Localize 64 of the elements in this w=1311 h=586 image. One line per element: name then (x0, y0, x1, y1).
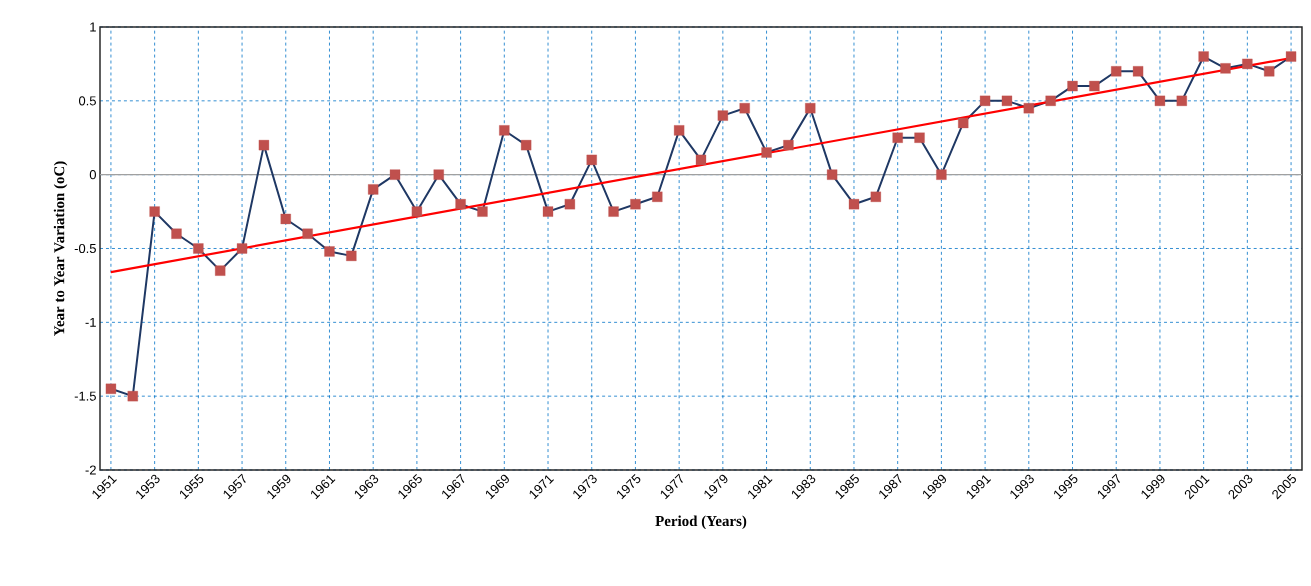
point (455, 199, 466, 210)
y-tick-label: -1 (85, 317, 96, 327)
point (826, 169, 838, 180)
y-tick-label: -1.5 (74, 391, 96, 401)
point (673, 125, 685, 136)
point (368, 184, 379, 195)
point (870, 191, 881, 202)
y-tick-label: -2 (85, 465, 96, 475)
point (783, 139, 794, 151)
point (1242, 58, 1253, 70)
point (892, 132, 903, 143)
point (542, 206, 554, 217)
point (1285, 51, 1297, 62)
point (586, 154, 597, 166)
y-tick-label: 0.5 (78, 96, 96, 106)
point (105, 383, 117, 394)
point (1023, 103, 1034, 114)
point (695, 154, 707, 166)
point (193, 243, 204, 254)
point (236, 243, 248, 254)
point (1111, 66, 1122, 77)
point (1198, 51, 1209, 62)
point (958, 117, 969, 129)
point (1176, 95, 1187, 106)
point (805, 103, 816, 114)
point (1089, 80, 1100, 92)
point (979, 95, 991, 106)
point (1067, 80, 1078, 92)
point (630, 199, 641, 210)
point (1154, 95, 1166, 106)
point (848, 199, 860, 210)
point (564, 199, 576, 210)
x-axis-title: Period (Years) (655, 515, 747, 530)
point (1132, 66, 1144, 77)
point (324, 246, 335, 257)
point (652, 191, 663, 202)
point (411, 206, 423, 217)
y-tick-label: 1 (90, 22, 96, 32)
point (936, 169, 947, 180)
point (477, 206, 488, 217)
point (149, 206, 160, 217)
point (521, 139, 532, 151)
y-tick-label: -0.5 (74, 243, 96, 254)
point (433, 169, 444, 180)
point (1220, 63, 1231, 74)
point (717, 110, 728, 121)
point (302, 228, 313, 239)
point (914, 132, 925, 143)
point (761, 147, 772, 158)
point (215, 265, 226, 276)
point (127, 391, 138, 402)
y-tick-label: 0 (89, 170, 96, 180)
y-axis-title: Year to Year Variation (oC) (53, 161, 68, 336)
point (608, 206, 619, 217)
point (280, 213, 291, 225)
point (258, 139, 270, 151)
point (739, 103, 750, 114)
point (346, 250, 357, 262)
point (499, 125, 510, 136)
point (1045, 95, 1056, 106)
point (1001, 95, 1013, 106)
point (389, 169, 401, 180)
point (1264, 66, 1275, 77)
point (171, 228, 182, 239)
